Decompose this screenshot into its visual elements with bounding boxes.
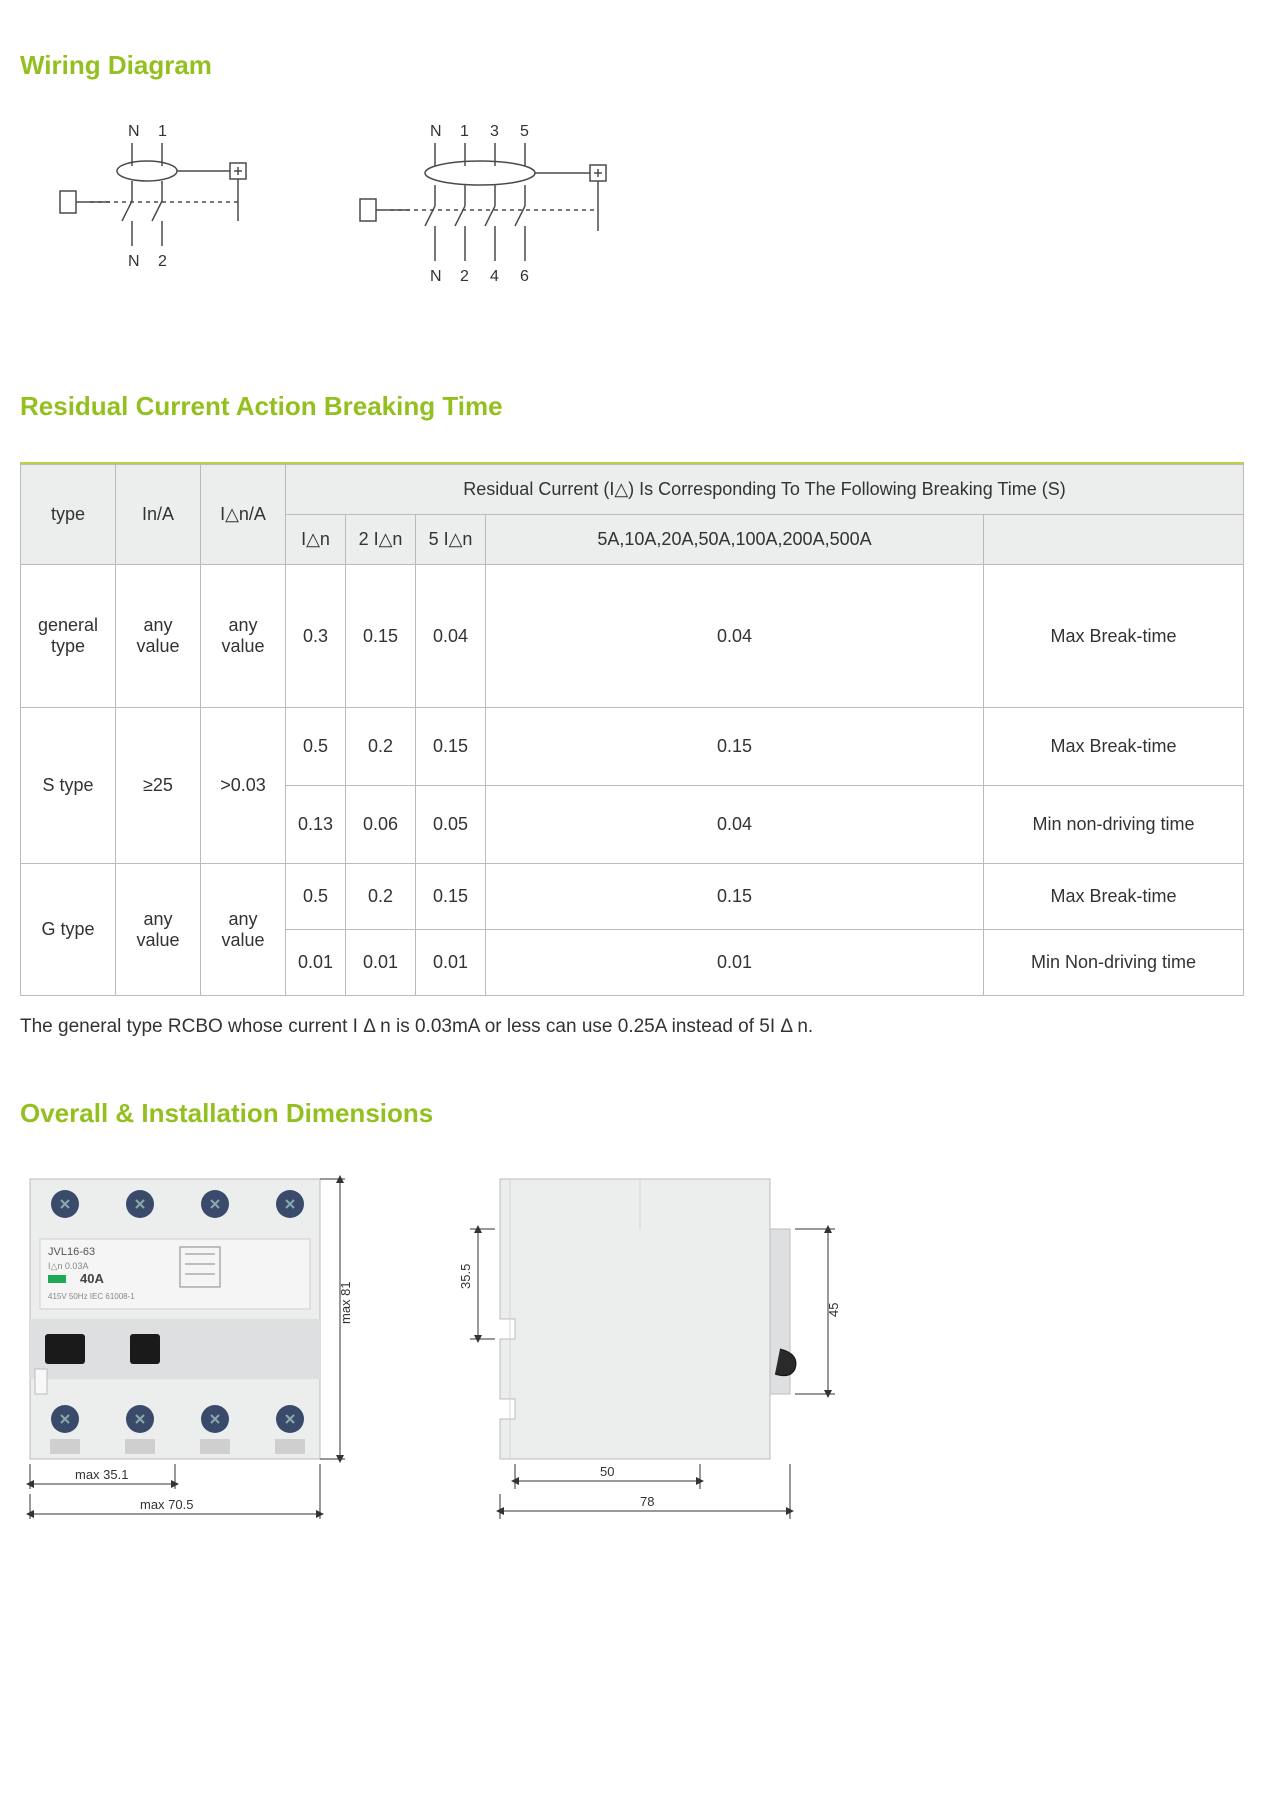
cell-c1: 0.01 [286,930,346,996]
cell-c3: 0.05 [416,786,486,864]
wiring2-bot-n: N [430,268,442,285]
cell-c3: 0.15 [416,864,486,930]
th-c1: I△n [286,515,346,565]
th-residual-title: Residual Current (I△) Is Corresponding T… [286,465,1244,515]
cell-in-a: ≥25 [116,708,201,864]
wiring2-top-1: 1 [460,123,469,140]
cell-idn-a: any value [201,864,286,996]
cell-type: G type [21,864,116,996]
dim-width-full-label: max 70.5 [140,1497,193,1512]
th-type: type [21,465,116,565]
wiring2-bot-4: 4 [490,268,499,285]
dim-side-355-label: 35.5 [458,1264,473,1289]
dim-side-45-label: 45 [826,1303,841,1317]
dimension-side-view: 35.5 45 50 78 [440,1169,880,1539]
cell-c4: 0.15 [486,864,984,930]
cell-c1: 0.5 [286,864,346,930]
wiring-diagram-title: Wiring Diagram [20,50,1244,81]
wiring2-bot-2: 2 [460,268,469,285]
wiring2-top-5: 5 [520,123,529,140]
wiring2-bot-6: 6 [520,268,529,285]
device-spec-label: 415V 50Hz IEC 61008-1 [48,1292,135,1301]
table-row: G type any value any value 0.5 0.2 0.15 … [21,864,1244,930]
cell-c1: 0.13 [286,786,346,864]
dimension-front-view: JVL16-63 I△n 0.03A 40A 415V 50Hz IEC 610… [20,1169,380,1539]
cell-c1: 0.5 [286,708,346,786]
cell-c3: 0.01 [416,930,486,996]
dimensions-container: JVL16-63 I△n 0.03A 40A 415V 50Hz IEC 610… [20,1169,1244,1539]
th-c3: 5 I△n [416,515,486,565]
wiring-diagram-2pole: N 1 N 2 [50,121,270,291]
th-c5 [984,515,1244,565]
breaking-time-title: Residual Current Action Breaking Time [20,391,1244,422]
wiring-diagrams-container: N 1 N 2 [50,121,1244,311]
cell-c2: 0.15 [346,565,416,708]
wiring2-top-3: 3 [490,123,499,140]
cell-type: general type [21,565,116,708]
device-rating-label: 40A [80,1271,104,1286]
cell-c4: 0.04 [486,565,984,708]
th-in-a: In/A [116,465,201,565]
table-row: S type ≥25 >0.03 0.5 0.2 0.15 0.15 Max B… [21,708,1244,786]
cell-in-a: any value [116,864,201,996]
th-idn-a: I△n/A [201,465,286,565]
breaking-time-table-wrap: type In/A I△n/A Residual Current (I△) Is… [20,462,1244,996]
cell-c5: Min non-driving time [984,786,1244,864]
cell-c3: 0.04 [416,565,486,708]
device-idn-label: I△n 0.03A [48,1261,88,1271]
th-c4: 5A,10A,20A,50A,100A,200A,500A [486,515,984,565]
wiring1-bot-n: N [128,253,140,270]
cell-c5: Max Break-time [984,565,1244,708]
wiring2-top-n: N [430,123,442,140]
cell-c3: 0.15 [416,708,486,786]
wiring1-top-1: 1 [158,123,167,140]
cell-c2: 0.06 [346,786,416,864]
dim-height-label: max 81 [338,1281,353,1324]
cell-type: S type [21,708,116,864]
breaking-time-table: type In/A I△n/A Residual Current (I△) Is… [20,464,1244,996]
cell-c5: Max Break-time [984,708,1244,786]
cell-in-a: any value [116,565,201,708]
cell-idn-a: any value [201,565,286,708]
wiring1-bot-2: 2 [158,253,167,270]
dimensions-title: Overall & Installation Dimensions [20,1098,1244,1129]
cell-c4: 0.01 [486,930,984,996]
cell-c2: 0.01 [346,930,416,996]
cell-c2: 0.2 [346,864,416,930]
cell-c1: 0.3 [286,565,346,708]
breaking-time-note: The general type RCBO whose current I Δ … [20,1016,1244,1038]
cell-c5: Min Non-driving time [984,930,1244,996]
cell-c2: 0.2 [346,708,416,786]
wiring1-top-n: N [128,123,140,140]
cell-c4: 0.15 [486,708,984,786]
cell-c5: Max Break-time [984,864,1244,930]
dim-width-half-label: max 35.1 [75,1467,128,1482]
wiring-diagram-4pole: N 1 3 5 [350,121,650,311]
table-row: general type any value any value 0.3 0.1… [21,565,1244,708]
table-header-row1: type In/A I△n/A Residual Current (I△) Is… [21,465,1244,515]
cell-idn-a: >0.03 [201,708,286,864]
dim-side-50-label: 50 [600,1464,614,1479]
th-c2: 2 I△n [346,515,416,565]
dim-side-78-label: 78 [640,1494,654,1509]
cell-c4: 0.04 [486,786,984,864]
device-model-label: JVL16-63 [48,1246,95,1258]
